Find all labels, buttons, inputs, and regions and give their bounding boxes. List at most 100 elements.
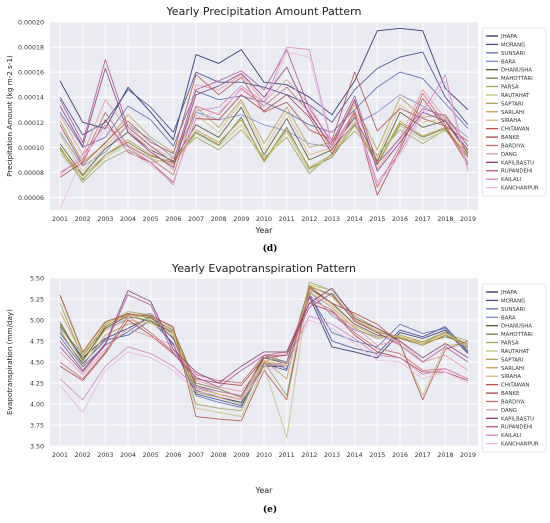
- series-line-parsa: [59, 129, 469, 183]
- x-tick-label: 2009: [233, 452, 249, 459]
- legend: JHAPA MORANG SUNSARI BARA DHANUSHA MAHOTTARI P…: [481, 283, 547, 453]
- series-line-kapilbastu: [59, 287, 469, 384]
- legend-entry: BARA: [501, 315, 516, 321]
- x-tick-label: 2003: [97, 216, 113, 223]
- x-tick-label: 2018: [437, 216, 453, 223]
- series-line-kapilbastu: [59, 66, 469, 172]
- x-tick-label: 2009: [233, 216, 249, 223]
- legend-entry: CHITAWAN: [501, 383, 529, 389]
- y-tick-label: 0.00016: [18, 70, 44, 77]
- y-tick-label: 4.50: [30, 360, 44, 367]
- series-line-kailali: [59, 315, 469, 401]
- x-tick-label: 2012: [301, 216, 317, 223]
- x-tick-label: 2014: [347, 216, 363, 223]
- legend: JHAPA MORANG SUNSARI BARA DHANUSHA MAHOTTARI P…: [481, 27, 547, 197]
- x-tick-label: 2005: [143, 216, 159, 223]
- series-line-chitawan: [59, 71, 469, 166]
- legend-entry: SARLAHI: [501, 110, 525, 116]
- x-tick-label: 2017: [415, 452, 431, 459]
- series-line-rupandehi: [59, 49, 469, 165]
- y-tick-label: 0.00014: [18, 95, 44, 102]
- legend-entry: DANG: [501, 408, 517, 414]
- chart-title: Yearly Evapotranspiration Pattern: [171, 262, 356, 275]
- x-tick-label: 2008: [211, 452, 227, 459]
- chart-title: Yearly Precipitation Amount Pattern: [166, 5, 362, 18]
- x-tick-label: 2004: [120, 216, 136, 223]
- legend-entry: DHANUSHA: [501, 324, 532, 330]
- series-line-sarlahi: [59, 119, 469, 177]
- legend-entry: SARLAHI: [501, 366, 525, 372]
- legend-entry: PARSA: [501, 341, 519, 347]
- legend-entry: BARDIYA: [501, 399, 525, 405]
- series-line-saptari: [59, 96, 469, 163]
- x-tick-label: 2006: [165, 216, 181, 223]
- y-tick-label: 4.75: [30, 339, 44, 346]
- x-tick-label: 2001: [52, 452, 68, 459]
- series-line-morang: [59, 292, 469, 407]
- y-tick-label: 3.50: [30, 444, 44, 451]
- series-line-kanchanpur: [59, 319, 469, 413]
- legend-entry: MORANG: [501, 298, 525, 304]
- x-tick-label: 2016: [392, 452, 408, 459]
- legend-entry: PARSA: [501, 85, 519, 91]
- legend-entry: MAHOTTARI: [501, 76, 533, 82]
- series-line-kanchanpur: [59, 51, 469, 209]
- legend-entry: SAPTARI: [501, 357, 524, 363]
- y-tick-label: 5.25: [30, 297, 44, 304]
- y-axis-label: Precipitation Amount (kg m-2 s-1): [5, 55, 14, 177]
- x-tick-label: 2019: [460, 216, 476, 223]
- y-tick-label: 0.00010: [18, 145, 44, 152]
- legend-entry: RAUTAHAT: [501, 93, 530, 99]
- x-tick-label: 2003: [97, 452, 113, 459]
- chart-2: 3.50 3.75 4.00 4.25 4.50 4.75 5.00 5.25 5.50 2001…: [5, 262, 547, 495]
- x-tick-label: 2002: [75, 216, 91, 223]
- legend-entry: BANKE: [501, 135, 520, 141]
- legend-entry: DHANUSHA: [501, 68, 532, 74]
- legend-entry: BARA: [501, 59, 516, 65]
- y-tick-label: 5.50: [30, 276, 44, 283]
- series-line-rautahat: [59, 124, 469, 180]
- legend-entry: SIRAHA: [501, 374, 521, 380]
- x-tick-label: 2019: [460, 452, 476, 459]
- legend-entry: KAPILBASTU: [501, 416, 534, 422]
- y-tick-label: 0.00012: [18, 120, 44, 127]
- series-line-rupandehi: [59, 292, 469, 388]
- series-line-mahottari: [59, 116, 469, 181]
- x-tick-label: 2017: [415, 216, 431, 223]
- x-axis-label: Year: [255, 486, 274, 495]
- series-line-jhapa: [59, 27, 469, 141]
- panel-caption: (d): [263, 243, 278, 254]
- x-tick-label: 2004: [120, 452, 136, 459]
- x-tick-label: 2011: [279, 216, 295, 223]
- y-tick-label: 4.25: [30, 381, 44, 388]
- legend-entry: SUNSARI: [501, 51, 525, 57]
- x-tick-label: 2005: [143, 452, 159, 459]
- x-tick-label: 2015: [369, 216, 385, 223]
- legend-entry: KAILALI: [501, 433, 522, 439]
- x-tick-label: 2013: [324, 452, 340, 459]
- x-tick-label: 2015: [369, 452, 385, 459]
- series-line-bardiya: [59, 86, 469, 188]
- x-tick-label: 2010: [256, 216, 272, 223]
- x-tick-label: 2012: [301, 452, 317, 459]
- x-tick-label: 2014: [347, 452, 363, 459]
- y-tick-label: 0.00018: [18, 45, 44, 52]
- legend-entry: SIRAHA: [501, 118, 521, 124]
- y-tick-label: 0.00006: [18, 195, 44, 202]
- legend-entry: DANG: [501, 152, 517, 158]
- legend-entry: BARDIYA: [501, 143, 525, 149]
- legend-entry: KANCHANPUR: [501, 442, 539, 448]
- legend-entry: CHITAWAN: [501, 127, 529, 133]
- legend-entry: MORANG: [501, 42, 525, 48]
- legend-entry: RUPANDEHI: [501, 169, 533, 175]
- series-line-kailali: [59, 46, 469, 186]
- y-tick-label: 0.00020: [18, 20, 44, 27]
- legend-entry: RUPANDEHI: [501, 425, 533, 431]
- x-tick-label: 2006: [165, 452, 181, 459]
- x-axis-label: Year: [255, 226, 274, 235]
- series-line-morang: [59, 51, 469, 136]
- legend-entry: KAPILBASTU: [501, 160, 534, 166]
- series-line-siraha: [59, 101, 469, 172]
